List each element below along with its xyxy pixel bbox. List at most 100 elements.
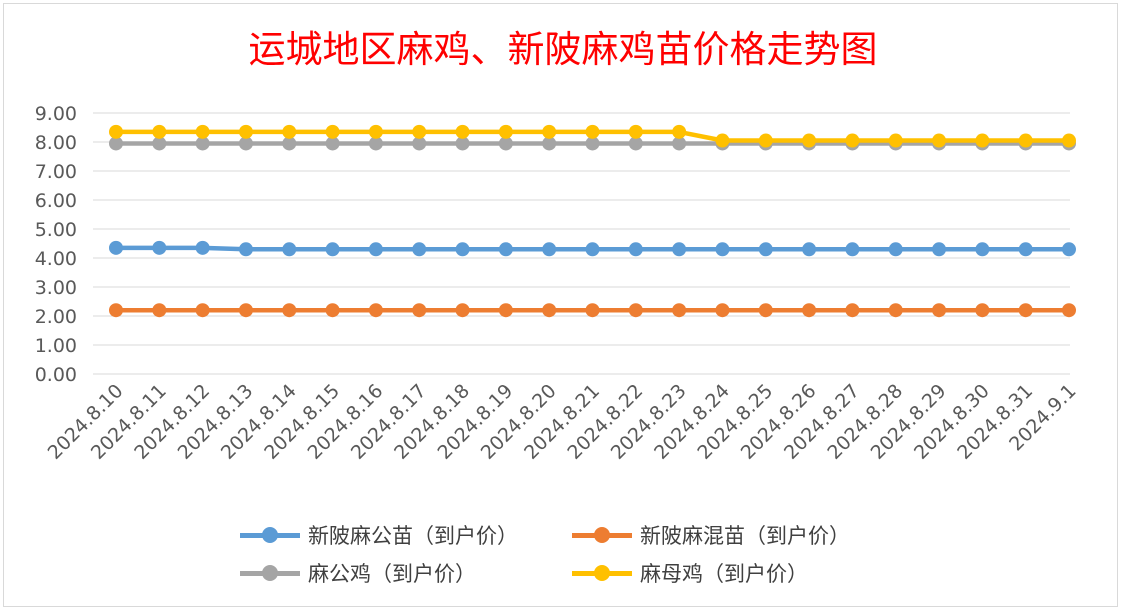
legend-item-series-3: 麻母鸡（到户价）: [572, 558, 904, 588]
data-point: [628, 124, 643, 139]
data-point: [325, 242, 340, 257]
data-point: [715, 133, 730, 148]
legend-item-series-0: 新陂麻公苗（到户价）: [240, 520, 572, 550]
data-point: [412, 124, 427, 139]
data-point: [282, 124, 297, 139]
data-point: [672, 124, 687, 139]
data-point: [1062, 133, 1076, 148]
data-point: [585, 136, 600, 151]
data-point: [109, 240, 123, 255]
data-point: [498, 303, 513, 318]
y-tick-label: 5.00: [35, 219, 77, 241]
data-point: [845, 303, 860, 318]
data-point: [325, 124, 340, 139]
data-point: [628, 303, 643, 318]
data-point: [542, 136, 557, 151]
data-point: [238, 303, 253, 318]
data-point: [975, 303, 990, 318]
data-point: [1062, 242, 1076, 257]
data-point: [455, 242, 470, 257]
data-point: [932, 133, 947, 148]
data-point: [1018, 242, 1033, 257]
data-point: [238, 242, 253, 257]
data-point: [1062, 303, 1076, 318]
data-point: [888, 242, 903, 257]
data-point: [975, 133, 990, 148]
legend-label-2: 麻公鸡（到户价）: [308, 562, 476, 586]
data-point: [109, 303, 123, 318]
data-point: [368, 136, 383, 151]
data-point: [412, 136, 427, 151]
data-point: [152, 303, 167, 318]
y-tick-label: 8.00: [35, 132, 77, 154]
data-point: [715, 242, 730, 257]
data-point: [932, 242, 947, 257]
y-tick-label: 6.00: [35, 190, 77, 212]
data-point: [1018, 133, 1033, 148]
data-point: [672, 136, 687, 151]
data-point: [282, 303, 297, 318]
legend-label-3: 麻母鸡（到户价）: [640, 562, 808, 586]
data-point: [585, 303, 600, 318]
data-point: [975, 242, 990, 257]
legend-item-series-2: 麻公鸡（到户价）: [240, 558, 572, 588]
data-point: [845, 133, 860, 148]
data-point: [498, 136, 513, 151]
y-tick-label: 2.00: [35, 306, 77, 328]
data-point: [802, 303, 817, 318]
y-tick-label: 4.00: [35, 248, 77, 270]
data-point: [325, 303, 340, 318]
legend-row: 麻公鸡（到户价） 麻母鸡（到户价）: [240, 554, 920, 592]
y-tick-label: 1.00: [35, 335, 77, 357]
y-tick-label: 0.00: [35, 364, 77, 386]
data-point: [758, 303, 773, 318]
data-point: [455, 124, 470, 139]
data-point: [845, 242, 860, 257]
data-point: [368, 303, 383, 318]
data-point: [109, 136, 123, 151]
data-point: [628, 242, 643, 257]
data-point: [1018, 303, 1033, 318]
data-point: [542, 124, 557, 139]
data-point: [195, 240, 210, 255]
data-point: [238, 136, 253, 151]
data-point: [325, 136, 340, 151]
data-point: [628, 136, 643, 151]
data-point: [802, 242, 817, 257]
data-point: [238, 124, 253, 139]
data-point: [152, 124, 167, 139]
data-point: [932, 303, 947, 318]
data-point: [802, 133, 817, 148]
data-point: [498, 242, 513, 257]
y-tick-label: 3.00: [35, 277, 77, 299]
data-point: [195, 303, 210, 318]
data-point: [672, 242, 687, 257]
legend-swatch-3: [572, 563, 632, 583]
data-point: [195, 124, 210, 139]
data-point: [542, 242, 557, 257]
data-point: [412, 303, 427, 318]
legend-item-series-1: 新陂麻混苗（到户价）: [572, 520, 904, 550]
legend: 新陂麻公苗（到户价） 新陂麻混苗（到户价） 麻公鸡（到户价） 麻母鸡（到户价）: [240, 516, 920, 592]
data-point: [498, 124, 513, 139]
legend-label-1: 新陂麻混苗（到户价）: [640, 524, 850, 548]
y-tick-label: 7.00: [35, 161, 77, 183]
legend-label-0: 新陂麻公苗（到户价）: [308, 524, 518, 548]
data-point: [368, 124, 383, 139]
legend-swatch-1: [572, 525, 632, 545]
chart-title: 运城地区麻鸡、新陂麻鸡苗价格走势图: [249, 28, 878, 71]
data-point: [455, 303, 470, 318]
data-point: [282, 242, 297, 257]
data-point: [412, 242, 427, 257]
legend-swatch-2: [240, 563, 300, 583]
data-point: [542, 303, 557, 318]
data-point: [585, 124, 600, 139]
data-point: [282, 136, 297, 151]
chart-area: [3, 3, 1118, 607]
data-point: [152, 240, 167, 255]
data-point: [195, 136, 210, 151]
data-point: [672, 303, 687, 318]
legend-swatch-0: [240, 525, 300, 545]
data-point: [152, 136, 167, 151]
